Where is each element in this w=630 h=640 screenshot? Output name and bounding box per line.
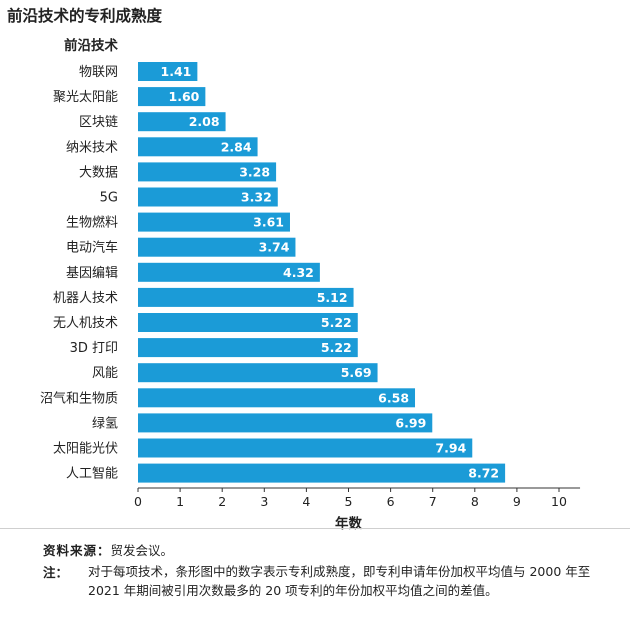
value-label: 5.22 <box>321 315 352 330</box>
value-label: 5.69 <box>341 365 372 380</box>
value-label: 3.61 <box>253 215 284 230</box>
x-tick-label: 7 <box>429 494 437 509</box>
x-tick-label: 5 <box>345 494 353 509</box>
value-label: 3.32 <box>241 190 272 205</box>
note-text: 对于每项技术，条形图中的数字表示专利成熟度，即专利申请年份加权平均值与 2000… <box>88 564 591 598</box>
bar <box>138 62 198 81</box>
x-tick-label: 1 <box>176 494 184 509</box>
category-label: 基因编辑 <box>66 266 118 281</box>
category-label: 区块链 <box>79 115 118 130</box>
bar <box>138 212 290 232</box>
x-tick-label: 6 <box>387 494 395 509</box>
bar <box>138 237 296 257</box>
value-label: 6.58 <box>378 390 409 405</box>
x-tick-label: 0 <box>134 494 142 509</box>
category-label: 太阳能光伏 <box>53 442 118 457</box>
source-line: 资料来源：贸发会议。 <box>43 540 173 559</box>
category-label: 3D 打印 <box>70 341 118 356</box>
bar <box>138 287 354 307</box>
value-label: 3.28 <box>239 164 270 179</box>
category-label: 人工智能 <box>66 467 118 482</box>
value-label: 8.72 <box>468 466 499 481</box>
bar <box>138 363 378 383</box>
bar <box>138 162 277 182</box>
x-tick-label: 8 <box>471 494 479 509</box>
category-label: 纳米技术 <box>66 140 118 155</box>
bar <box>138 313 358 332</box>
bar <box>138 388 416 408</box>
category-label: 机器人技术 <box>53 291 118 306</box>
category-label: 大数据 <box>79 165 118 180</box>
category-label: 电动汽车 <box>66 240 118 256</box>
value-label: 5.12 <box>317 290 348 305</box>
bar <box>138 463 506 483</box>
value-label: 1.60 <box>169 89 200 104</box>
x-axis-label: 年数 <box>335 515 362 532</box>
category-label: 5G <box>100 191 118 206</box>
value-label: 4.32 <box>283 265 314 280</box>
bar <box>138 338 358 358</box>
source-text: 贸发会议。 <box>110 543 174 558</box>
category-label: 沼气和生物质 <box>40 390 118 406</box>
value-label: 7.94 <box>435 441 466 456</box>
value-label: 2.08 <box>189 114 220 129</box>
category-label: 聚光太阳能 <box>53 90 118 105</box>
divider <box>0 528 630 529</box>
bar <box>138 87 206 107</box>
source-label: 资料来源： <box>43 543 111 558</box>
chart-title: 前沿技术的专利成熟度 <box>7 7 163 25</box>
value-label: 6.99 <box>395 415 426 430</box>
value-label: 1.41 <box>161 64 192 79</box>
bar <box>138 112 226 132</box>
x-tick-label: 2 <box>218 494 226 509</box>
category-label: 风能 <box>92 366 118 381</box>
x-tick-label: 9 <box>513 494 521 509</box>
x-tick-label: 10 <box>551 494 567 509</box>
category-label: 无人机技术 <box>53 316 118 331</box>
category-label: 物联网 <box>79 65 118 80</box>
bar <box>138 187 278 207</box>
x-tick-label: 4 <box>302 494 310 509</box>
bar <box>138 262 320 282</box>
category-label: 绿氢 <box>92 416 118 431</box>
value-label: 5.22 <box>321 340 352 355</box>
value-label: 3.74 <box>259 240 290 255</box>
x-tick-label: 3 <box>260 494 268 509</box>
category-header: 前沿技术 <box>64 37 118 54</box>
note-label: 注： <box>43 565 69 580</box>
value-label: 2.84 <box>221 139 252 154</box>
bar <box>138 438 473 458</box>
bar <box>138 137 258 157</box>
bar <box>138 413 433 433</box>
category-label: 生物燃料 <box>66 215 118 231</box>
